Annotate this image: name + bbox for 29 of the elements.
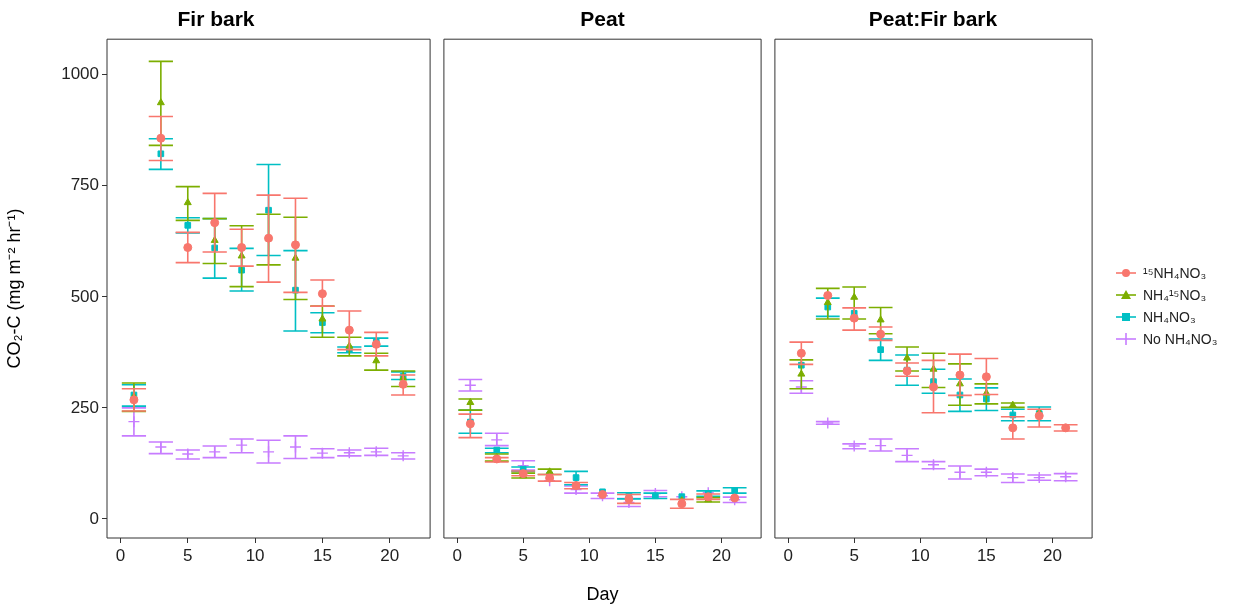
x-tick-label: 15	[976, 545, 996, 565]
x-tick-label: 20	[1042, 545, 1062, 565]
x-tick-label: 5	[518, 545, 528, 565]
x-tick-label: 15	[645, 545, 665, 565]
x-tick-label: 0	[783, 545, 793, 565]
x-tick-label: 10	[910, 545, 930, 565]
legend-label: NH₄NO₃	[1143, 309, 1196, 325]
x-tick-label: 0	[452, 545, 462, 565]
y-tick-label: 250	[70, 397, 99, 417]
chart-title: Peat:Fir bark	[868, 7, 998, 31]
chart-title: Fir bark	[177, 7, 255, 31]
x-tick-label: 10	[245, 545, 265, 565]
y-tick-label: 0	[89, 508, 99, 528]
y-tick-label: 500	[70, 286, 99, 306]
x-tick-label: 20	[380, 545, 400, 565]
x-tick-label: 20	[711, 545, 731, 565]
x-tick-label: 0	[115, 545, 126, 565]
legend-label: ¹⁵NH₄NO₃	[1143, 265, 1207, 281]
y-tick-label: 750	[70, 175, 99, 195]
x-tick-label: 15	[312, 545, 332, 565]
x-tick-label: 5	[849, 545, 859, 565]
legend-label: NH₄¹⁵NO₃	[1143, 287, 1207, 303]
x-axis-title: Day	[586, 584, 619, 605]
y-axis-title: CO₂-C (mg m⁻² hr⁻¹)	[3, 208, 24, 369]
x-tick-label: 10	[579, 545, 599, 565]
x-tick-label: 5	[183, 545, 193, 565]
y-tick-label: 1000	[61, 64, 99, 84]
legend-label: No NH₄NO₃	[1143, 331, 1218, 347]
chart-title: Peat	[580, 7, 625, 31]
